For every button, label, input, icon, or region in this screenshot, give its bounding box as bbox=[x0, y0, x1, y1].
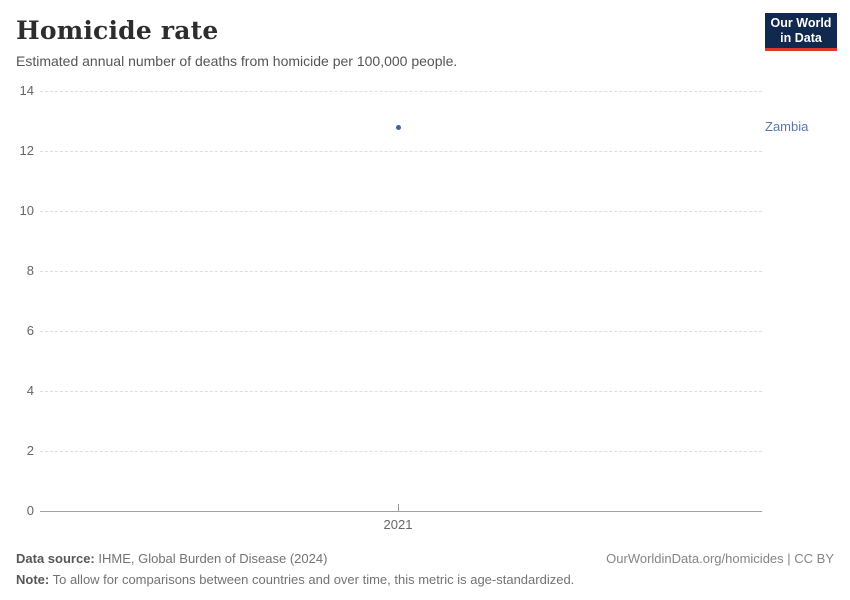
note-line: Note: To allow for comparisons between c… bbox=[16, 569, 834, 590]
x-axis-tick-label: 2021 bbox=[383, 517, 413, 532]
gridline bbox=[40, 211, 762, 212]
y-axis-tick-label: 4 bbox=[26, 383, 34, 398]
data-source-label: Data source: bbox=[16, 551, 95, 566]
gridline bbox=[40, 451, 762, 452]
data-source-text: IHME, Global Burden of Disease (2024) bbox=[94, 551, 328, 566]
y-axis-tick-label: 8 bbox=[26, 263, 34, 278]
note-text: To allow for comparisons between countri… bbox=[49, 572, 575, 587]
data-source-line: Data source: IHME, Global Burden of Dise… bbox=[16, 548, 834, 569]
owid-logo-line1: Our World bbox=[770, 15, 832, 30]
data-point-zambia[interactable] bbox=[396, 125, 401, 130]
gridline bbox=[40, 391, 762, 392]
page-title: Homicide rate bbox=[16, 16, 219, 45]
series-label-zambia[interactable]: Zambia bbox=[765, 119, 809, 134]
y-axis-tick-label: 6 bbox=[26, 323, 34, 338]
note-label: Note: bbox=[16, 572, 50, 587]
y-axis-tick-label: 10 bbox=[19, 203, 34, 218]
gridline bbox=[40, 271, 762, 272]
y-axis-tick-label: 12 bbox=[19, 143, 34, 158]
y-axis-tick-label: 2 bbox=[26, 443, 34, 458]
y-axis-tick-label: 14 bbox=[19, 83, 34, 98]
chart-footer: Data source: IHME, Global Burden of Dise… bbox=[16, 548, 834, 590]
owid-license-link[interactable]: OurWorldinData.org/homicides | CC BY bbox=[606, 551, 834, 566]
x-axis-tick-mark bbox=[398, 504, 399, 511]
x-axis-line bbox=[40, 511, 762, 512]
y-axis-tick-label: 0 bbox=[26, 503, 34, 518]
owid-logo-line2: in Data bbox=[780, 30, 822, 45]
gridline bbox=[40, 331, 762, 332]
gridline bbox=[40, 151, 762, 152]
chart-subtitle: Estimated annual number of deaths from h… bbox=[16, 53, 458, 69]
owid-logo[interactable]: Our World in Data bbox=[765, 13, 837, 51]
gridline bbox=[40, 91, 762, 92]
